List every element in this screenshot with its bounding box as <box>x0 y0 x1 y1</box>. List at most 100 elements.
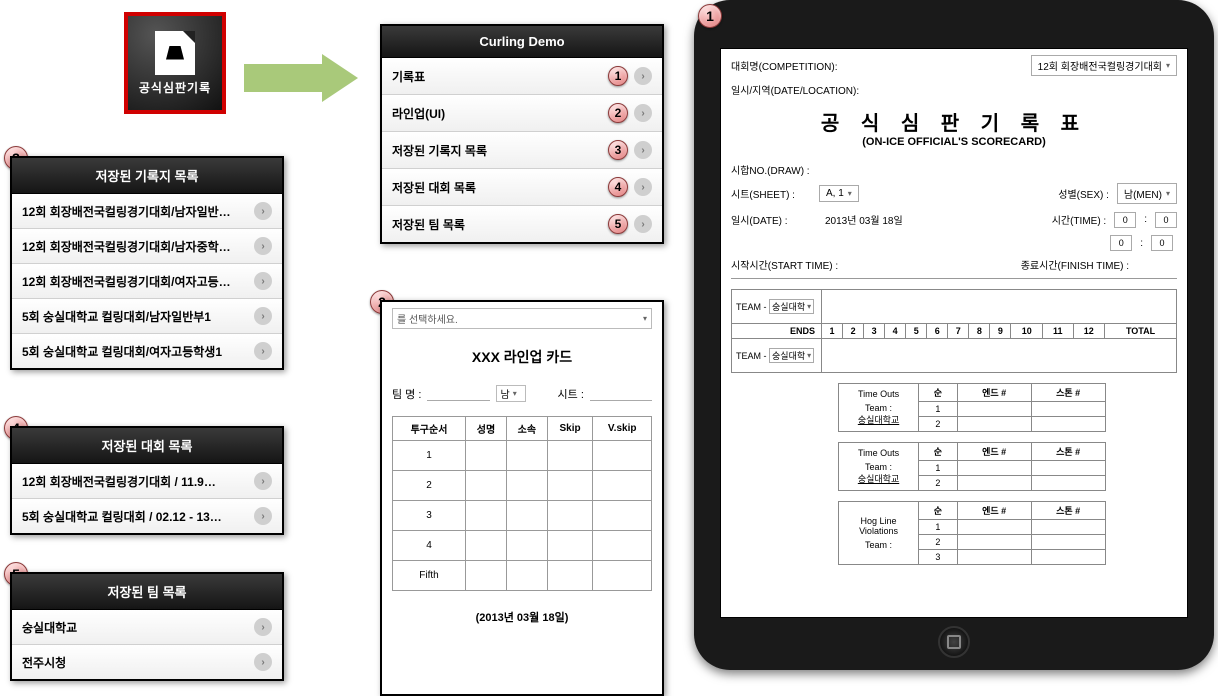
list-item-label: 12회 회장배전국컬링경기대회 / 11.9… <box>22 473 254 490</box>
time-h[interactable]: 0 <box>1114 212 1136 228</box>
lineup-cell[interactable] <box>593 501 652 531</box>
lineup-cell[interactable] <box>593 441 652 471</box>
chevron-right-icon: › <box>254 272 272 290</box>
end-number: 11 <box>1042 324 1073 339</box>
team-label: 팀 명 : <box>392 386 421 402</box>
chevron-right-icon: › <box>254 507 272 525</box>
lineup-cell[interactable] <box>506 471 547 501</box>
team-b-select[interactable]: 숭실대학▾ <box>769 348 814 363</box>
scorecard-screen: 대회명(COMPETITION): 12회 회장배전국컬링경기대회▾ 일시/지역… <box>720 48 1188 618</box>
saved-teams-panel: 저장된 팀 목록 숭실대학교›전주시청› <box>10 572 284 681</box>
main-menu-title: Curling Demo <box>382 26 662 58</box>
lineup-col-header: 성명 <box>466 417 507 441</box>
lineup-cell[interactable] <box>466 441 507 471</box>
end-number: 4 <box>885 324 906 339</box>
app-icon[interactable]: 공식심판기록 <box>124 12 226 114</box>
main-menu-item[interactable]: 기록표1› <box>382 58 662 95</box>
sheet-blank[interactable] <box>590 387 652 401</box>
chevron-right-icon: › <box>254 653 272 671</box>
lineup-cell[interactable] <box>466 471 507 501</box>
timeouts-table-1: Time Outs Team : 숭실대학교 순 엔드 # 스톤 # 1 2 <box>838 383 1106 432</box>
gender-select[interactable]: 남▾ <box>496 385 526 402</box>
chevron-right-icon: › <box>254 618 272 636</box>
menu-item-badge: 2 <box>608 103 628 123</box>
main-menu-item[interactable]: 라인업(UI)2› <box>382 95 662 132</box>
lineup-cell[interactable] <box>466 501 507 531</box>
dateloc-label: 일시/지역(DATE/LOCATION): <box>731 82 859 97</box>
menu-item-badge: 4 <box>608 177 628 197</box>
date-label: 일시(DATE) : <box>731 212 811 227</box>
to2-label: Time Outs <box>843 448 914 458</box>
lineup-row-index: 4 <box>393 531 466 561</box>
lineup-cell[interactable] <box>547 441 593 471</box>
lineup-cell[interactable] <box>466 561 507 591</box>
saved-comp-item[interactable]: 5회 숭실대학교 컬링대회 / 02.12 - 13…› <box>12 499 282 533</box>
list-item-label: 전주시청 <box>22 654 254 671</box>
lineup-cell[interactable] <box>593 471 652 501</box>
saved-team-item[interactable]: 숭실대학교› <box>12 610 282 645</box>
start-label: 시작시간(START TIME) : <box>731 257 838 272</box>
sheet-label: 시트 : <box>558 386 584 402</box>
menu-item-label: 라인업(UI) <box>392 105 608 122</box>
time2-m[interactable]: 0 <box>1151 235 1173 251</box>
chevron-right-icon: › <box>634 141 652 159</box>
doc-icon <box>155 31 195 75</box>
chevron-right-icon: › <box>634 178 652 196</box>
lineup-cell[interactable] <box>593 561 652 591</box>
finish-label: 종료시간(FINISH TIME) : <box>1021 257 1129 272</box>
lineup-cell[interactable] <box>547 501 593 531</box>
scorecard-title-ko: 공 식 심 판 기 록 표 <box>731 107 1177 136</box>
saved-comp-item[interactable]: 12회 회장배전국컬링경기대회 / 11.9…› <box>12 464 282 499</box>
lineup-col-header: 소속 <box>506 417 547 441</box>
end-number: 1 <box>822 324 843 339</box>
saved-record-item[interactable]: 5회 숭실대학교 컬링대회/여자고등학생1› <box>12 334 282 368</box>
lineup-select[interactable]: 를 선택하세요. ▾ <box>392 308 652 329</box>
panel4-title: 저장된 대회 목록 <box>12 428 282 464</box>
lineup-cell[interactable] <box>506 441 547 471</box>
main-menu-item[interactable]: 저장된 팀 목록5› <box>382 206 662 242</box>
lineup-title: XXX 라인업 카드 <box>392 347 652 367</box>
saved-record-item[interactable]: 12회 회장배전국컬링경기대회/남자중학…› <box>12 229 282 264</box>
chevron-right-icon: › <box>254 307 272 325</box>
menu-item-label: 저장된 팀 목록 <box>392 216 608 233</box>
comp-select[interactable]: 12회 회장배전국컬링경기대회▾ <box>1031 55 1177 76</box>
end-number: 9 <box>990 324 1011 339</box>
chevron-right-icon: › <box>634 67 652 85</box>
team-a-select[interactable]: 숭실대학▾ <box>769 299 814 314</box>
lineup-cell[interactable] <box>506 501 547 531</box>
lineup-col-header: Skip <box>547 417 593 441</box>
end-number: 6 <box>927 324 948 339</box>
lineup-cell[interactable] <box>547 471 593 501</box>
timeouts-table-2: Time Outs Team : 숭실대학교 순 엔드 # 스톤 # 1 2 <box>838 442 1106 491</box>
time2-h[interactable]: 0 <box>1110 235 1132 251</box>
list-item-label: 5회 숭실대학교 컬링대회 / 02.12 - 13… <box>22 508 254 525</box>
saved-record-item[interactable]: 12회 회장배전국컬링경기대회/여자고등…› <box>12 264 282 299</box>
time-m[interactable]: 0 <box>1155 212 1177 228</box>
chevron-right-icon: › <box>254 342 272 360</box>
lineup-cell[interactable] <box>593 531 652 561</box>
end-number: 7 <box>948 324 969 339</box>
lineup-cell[interactable] <box>506 561 547 591</box>
lineup-cell[interactable] <box>466 531 507 561</box>
list-item-label: 12회 회장배전국컬링경기대회/남자일반… <box>22 203 254 220</box>
team-blank[interactable] <box>427 387 489 401</box>
tablet-frame: 대회명(COMPETITION): 12회 회장배전국컬링경기대회▾ 일시/지역… <box>694 0 1214 670</box>
sheet-select[interactable]: A, 1▾ <box>819 185 859 202</box>
chevron-right-icon: › <box>254 202 272 220</box>
lineup-cell[interactable] <box>547 561 593 591</box>
to-label: Time Outs <box>843 389 914 399</box>
end-number: 2 <box>843 324 864 339</box>
lineup-cell[interactable] <box>547 531 593 561</box>
saved-record-item[interactable]: 5회 숭실대학교 컬링대회/남자일반부1› <box>12 299 282 334</box>
lineup-row: 3 <box>393 501 652 531</box>
lineup-cell[interactable] <box>506 531 547 561</box>
lineup-row-index: 2 <box>393 471 466 501</box>
sex-select[interactable]: 남(MEN)▾ <box>1117 183 1177 204</box>
main-menu-item[interactable]: 저장된 기록지 목록3› <box>382 132 662 169</box>
main-menu-item[interactable]: 저장된 대회 목록4› <box>382 169 662 206</box>
saved-record-item[interactable]: 12회 회장배전국컬링경기대회/남자일반…› <box>12 194 282 229</box>
list-item-label: 5회 숭실대학교 컬링대회/여자고등학생1 <box>22 343 254 360</box>
home-button[interactable] <box>938 626 970 658</box>
sex-label: 성별(SEX) : <box>1058 186 1109 201</box>
panel3-title: 저장된 기록지 목록 <box>12 158 282 194</box>
